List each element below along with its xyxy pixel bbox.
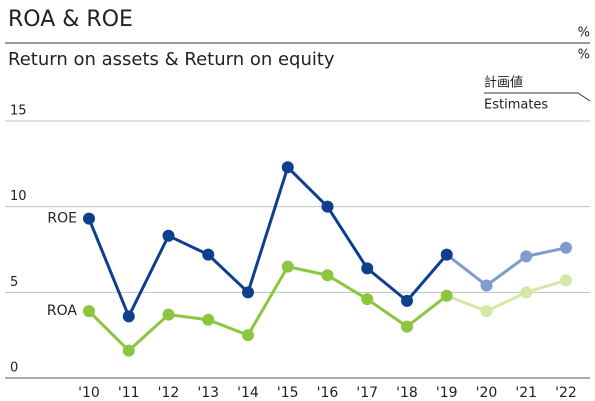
- y-tick-label: 15: [10, 104, 27, 119]
- x-tick-label: '17: [356, 385, 378, 401]
- data-point: [202, 313, 215, 326]
- estimate-rule: [484, 92, 591, 102]
- y-tick-label: 5: [10, 275, 18, 290]
- data-point: [361, 262, 374, 275]
- estimate-label: Estimates: [484, 98, 548, 113]
- data-point: [401, 320, 413, 333]
- data-point: [440, 248, 453, 261]
- data-point: [122, 344, 135, 357]
- x-tick-label: '15: [277, 385, 299, 401]
- x-tick-label: '20: [476, 385, 498, 401]
- data-point: [560, 274, 572, 287]
- data-point: [281, 260, 294, 273]
- data-point: [321, 200, 334, 213]
- series-line: [87, 165, 448, 318]
- data-point: [202, 248, 215, 261]
- data-point: [83, 305, 95, 318]
- data-point: [480, 305, 493, 318]
- x-tick-label: '13: [197, 385, 219, 401]
- x-tick-label: '11: [118, 385, 140, 401]
- chart-subtitle: Return on assets & Return on equity: [8, 49, 335, 70]
- series-label: ROE: [47, 211, 77, 227]
- x-tick-label: '18: [396, 385, 418, 401]
- x-tick-label: '10: [78, 385, 100, 401]
- data-point: [440, 289, 453, 302]
- data-point: [480, 279, 493, 292]
- x-tick-label: '22: [555, 385, 577, 401]
- y-tick-label: 10: [10, 189, 27, 204]
- chart-title: ROA & ROE: [8, 7, 133, 32]
- x-tick-label: '14: [237, 385, 259, 401]
- x-tick-label: '16: [317, 385, 339, 401]
- data-point: [520, 286, 533, 299]
- series-line: [445, 246, 567, 287]
- data-point: [560, 241, 572, 254]
- unit: %: [578, 48, 590, 63]
- y-tick-label: 0: [10, 361, 18, 376]
- x-tick-label: '19: [436, 385, 458, 401]
- data-point: [520, 250, 533, 263]
- data-point: [281, 161, 294, 174]
- series-line: [87, 265, 448, 353]
- series-line: [446, 278, 567, 313]
- data-point: [122, 310, 135, 323]
- estimate-label: 計画値: [484, 75, 523, 91]
- data-point: [321, 269, 334, 282]
- unit: %: [578, 26, 590, 41]
- data-point: [162, 229, 175, 242]
- x-tick-label: '21: [515, 385, 537, 401]
- data-point: [162, 308, 175, 321]
- data-point: [361, 293, 374, 306]
- data-point: [242, 286, 254, 299]
- x-tick-label: '12: [158, 385, 180, 401]
- data-point: [83, 212, 95, 225]
- data-point: [242, 329, 254, 342]
- series-label: ROA: [47, 303, 78, 319]
- data-point: [401, 294, 413, 307]
